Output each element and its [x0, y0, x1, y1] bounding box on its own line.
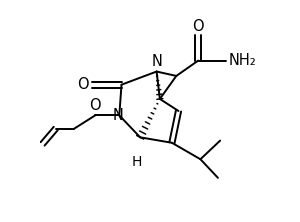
Text: N: N	[113, 108, 124, 123]
Text: NH₂: NH₂	[228, 53, 256, 68]
Text: O: O	[89, 98, 101, 113]
Text: H: H	[132, 155, 142, 169]
Text: O: O	[192, 19, 204, 34]
Text: N: N	[151, 54, 162, 69]
Text: O: O	[77, 77, 88, 92]
